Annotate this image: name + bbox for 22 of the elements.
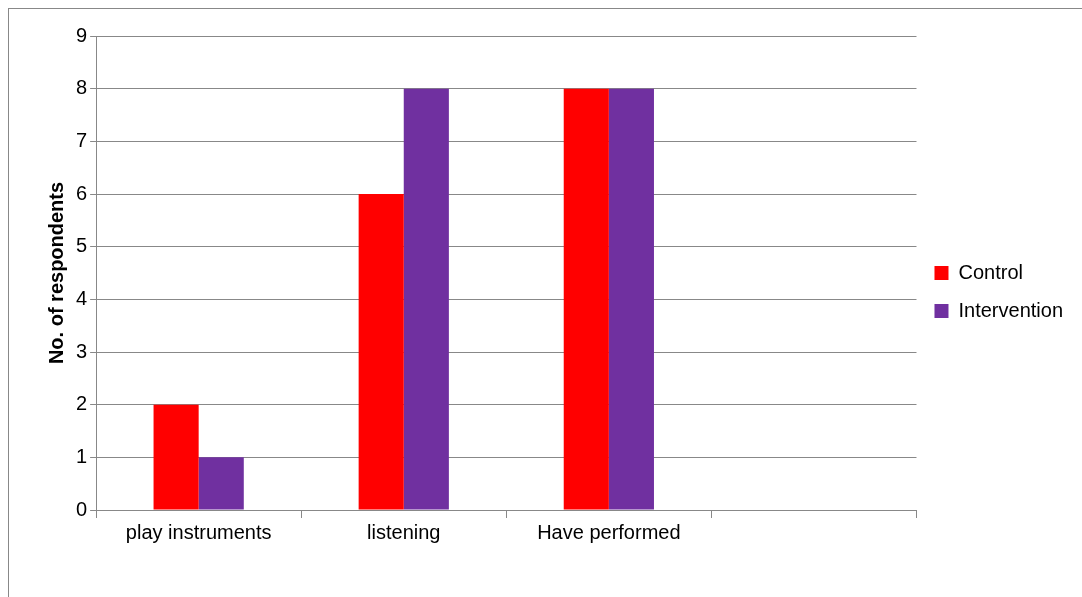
y-tick-label: 2	[76, 392, 88, 415]
y-tick-label: 9	[76, 23, 88, 46]
x-tick-label: listening	[367, 520, 441, 543]
y-tick-label: 3	[76, 339, 88, 362]
y-tick-label: 1	[76, 444, 88, 467]
bar	[358, 194, 404, 510]
bar	[563, 88, 609, 510]
x-tick-label: play instruments	[125, 520, 272, 543]
bar	[608, 88, 654, 510]
y-tick-label: 0	[76, 497, 88, 520]
y-tick-label: 7	[76, 128, 88, 151]
y-tick-label: 4	[76, 286, 88, 309]
y-tick-label: 5	[76, 234, 88, 257]
y-axis-title: No. of respondents	[44, 181, 67, 365]
legend-label: Control	[958, 260, 1023, 283]
y-tick-label: 8	[76, 76, 88, 99]
x-tick-label: Have performed	[537, 520, 681, 543]
y-tick-label: 6	[76, 181, 88, 204]
bar	[198, 457, 244, 510]
bar	[403, 88, 449, 510]
legend-label: Intervention	[958, 298, 1063, 321]
bar	[153, 404, 199, 510]
